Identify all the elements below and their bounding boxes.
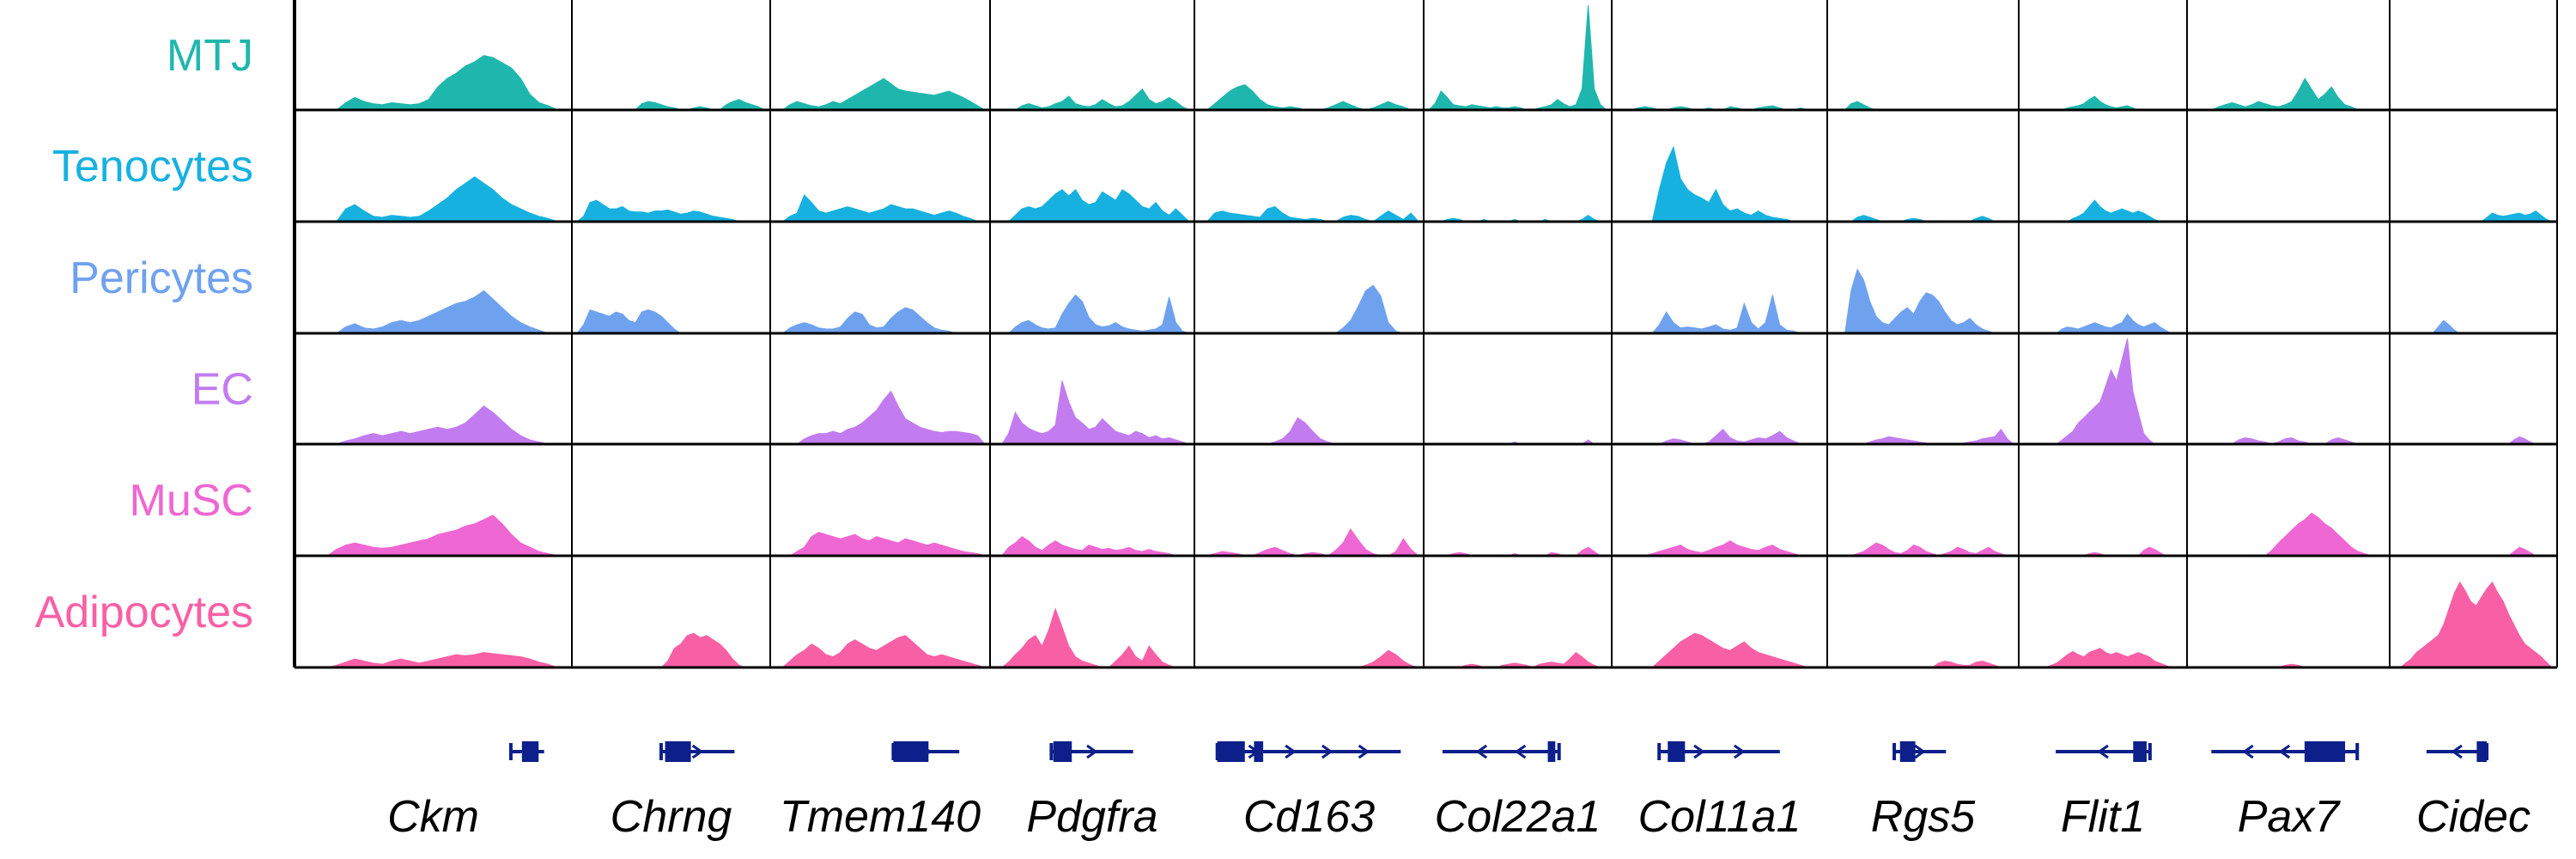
- track-tenocytes-cd163: [1200, 206, 1420, 222]
- gene-models: Ckm Chrng Tmem140 Pdgfra Cd163 Col22a1 Col11a1…: [387, 741, 2530, 842]
- track-tenocytes-col11a1: [1617, 145, 1822, 222]
- gene-model-chrng: [659, 741, 735, 762]
- track-pericytes-cd163: [1200, 284, 1419, 334]
- track-mtj-col22a1: [1427, 4, 1608, 111]
- track-adipocytes-col22a1: [1429, 651, 1607, 668]
- gene-model-pax7: [2211, 741, 2360, 762]
- cell-type-label-tenocytes: Tenocytes: [52, 142, 253, 192]
- track-adipocytes-col11a1: [1617, 632, 1822, 668]
- track-tenocytes-chrng: [575, 199, 765, 222]
- track-tenocytes-pdgfra: [995, 189, 1191, 222]
- track-ec-ckm: [300, 405, 567, 445]
- gene-model-cidec: [2426, 741, 2489, 762]
- cell-type-label-adipocytes: Adipocytes: [35, 588, 253, 637]
- gene-model-col11a1: [1657, 741, 1780, 762]
- track-musc-cd163: [1200, 528, 1420, 557]
- track-tenocytes-flit1: [2024, 199, 2182, 222]
- gene-label-pdgfra: Pdgfra: [1026, 792, 1157, 842]
- track-pericytes-pdgfra: [995, 294, 1190, 334]
- gene-label-tmem140: Tmem140: [780, 792, 981, 842]
- gene-model-tmem140: [891, 741, 960, 762]
- track-mtj-ckm: [300, 55, 567, 111]
- track-ec-pdgfra: [995, 381, 1190, 445]
- track-adipocytes-tmem140: [775, 635, 986, 668]
- track-mtj-chrng: [577, 99, 766, 111]
- track-pericytes-cidec: [2395, 320, 2552, 334]
- track-adipocytes-flit1: [2024, 648, 2182, 668]
- gene-model-cd163: [1215, 741, 1401, 762]
- track-pericytes-rgs5: [1832, 268, 2014, 334]
- track-musc-col11a1: [1617, 540, 1822, 557]
- gene-label-flit1: Flit1: [2061, 792, 2145, 842]
- track-mtj-tmem140: [775, 77, 987, 111]
- track-adipocytes-pdgfra: [995, 607, 1189, 668]
- track-pericytes-flit1: [2024, 313, 2182, 334]
- cell-type-label-pericytes: Pericytes: [70, 253, 253, 303]
- gene-label-col22a1: Col22a1: [1435, 792, 1601, 842]
- track-ec-rgs5: [1832, 428, 2015, 445]
- track-ec-tmem140: [775, 390, 987, 445]
- track-adipocytes-chrng: [577, 632, 765, 668]
- cell-type-labels: MTJ Tenocytes Pericytes EC MuSC Adipocytes: [35, 31, 253, 637]
- track-mtj-flit1: [2024, 95, 2182, 111]
- track-pericytes-tmem140: [775, 307, 985, 334]
- gene-model-ckm: [508, 741, 544, 762]
- gene-label-cd163: Cd163: [1243, 792, 1375, 842]
- track-musc-pax7: [2192, 512, 2385, 557]
- track-ec-flit1: [2024, 338, 2182, 445]
- gene-model-rgs5: [1893, 741, 1947, 762]
- track-musc-ckm: [300, 515, 567, 557]
- track-tenocytes-cidec: [2395, 210, 2553, 222]
- track-adipocytes-ckm: [300, 652, 567, 668]
- gene-label-chrng: Chrng: [611, 792, 732, 842]
- gene-label-rgs5: Rgs5: [1871, 792, 1976, 842]
- track-mtj-pdgfra: [995, 88, 1190, 111]
- track-musc-rgs5: [1832, 542, 2014, 557]
- gene-model-col22a1: [1442, 741, 1561, 762]
- track-pericytes-col11a1: [1617, 295, 1822, 334]
- gene-label-ckm: Ckm: [387, 792, 479, 842]
- panel-grid: [293, 0, 2558, 669]
- track-mtj-pax7: [2192, 77, 2385, 111]
- cell-type-label-mtj: MTJ: [167, 31, 253, 81]
- track-mtj-cd163: [1200, 84, 1419, 111]
- track-adipocytes-cidec: [2395, 581, 2554, 668]
- track-ec-cd163: [1200, 417, 1419, 445]
- cell-type-label-ec: EC: [191, 365, 253, 415]
- tracks-layer: [300, 4, 2554, 668]
- gene-model-pdgfra: [1049, 741, 1133, 762]
- track-musc-tmem140: [775, 532, 986, 557]
- gene-label-cidec: Cidec: [2416, 792, 2530, 842]
- gene-label-col11a1: Col11a1: [1638, 792, 1801, 842]
- track-ec-col11a1: [1617, 429, 1822, 445]
- gene-label-pax7: Pax7: [2238, 792, 2342, 842]
- gene-model-flit1: [2056, 741, 2152, 762]
- track-musc-pdgfra: [995, 536, 1189, 557]
- track-pericytes-ckm: [300, 289, 567, 334]
- track-pericytes-chrng: [575, 309, 765, 334]
- track-tenocytes-ckm: [300, 176, 567, 222]
- track-tenocytes-tmem140: [775, 194, 985, 222]
- cell-type-label-musc: MuSC: [130, 476, 253, 526]
- track-adipocytes-cd163: [1200, 649, 1419, 668]
